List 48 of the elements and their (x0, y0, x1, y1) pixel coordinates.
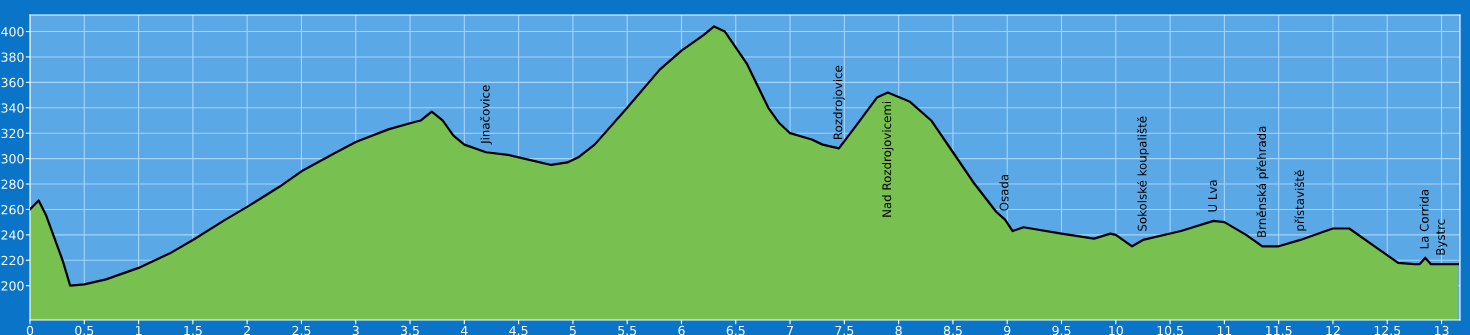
y-tick-label: 300 (1, 154, 24, 164)
annotation: Osada (999, 174, 1009, 211)
x-tick-label: 3.5 (401, 325, 419, 335)
x-tick-label: 6 (678, 325, 685, 335)
x-tick-label: 10 (1109, 325, 1123, 335)
x-tick-label: 8.5 (943, 325, 962, 335)
y-tick-label: 220 (1, 255, 24, 266)
annotation: U Lva (1208, 180, 1217, 212)
x-tick-label: 11 (1217, 325, 1232, 335)
x-tick-label: 11.5 (1266, 325, 1292, 335)
x-tick-label: 12 (1326, 325, 1340, 335)
y-tick-label: 200 (1, 281, 24, 291)
x-tick-label: 5.5 (618, 325, 637, 335)
x-tick-label: 1.5 (184, 325, 202, 335)
annotation: Jinačovice (480, 85, 492, 145)
y-tick-label: 360 (1, 77, 24, 88)
x-tick-label: 6.5 (726, 325, 745, 335)
y-tick-label: 240 (1, 230, 24, 240)
y-tick-label: 280 (1, 179, 24, 189)
x-tick-label: 7 (787, 325, 793, 335)
x-tick-label: 8 (895, 325, 902, 335)
x-tick-label: 1 (135, 325, 142, 335)
y-tick-label: 260 (1, 204, 24, 215)
x-tick-label: 12.5 (1374, 325, 1401, 335)
y-tick-label: 320 (1, 128, 24, 139)
annotation: Nad Rozdrojovicemi (882, 101, 894, 217)
x-tick-label: 7.5 (835, 325, 854, 335)
x-tick-label: 13 (1434, 325, 1449, 335)
x-tick-label: 2 (244, 325, 250, 335)
annotation: Brněnská přehrada (1256, 126, 1269, 237)
x-tick-label: 9.5 (1052, 325, 1071, 335)
x-tick-label: 0 (26, 325, 34, 335)
x-tick-label: 0.5 (75, 325, 94, 335)
x-tick-label: 2.5 (292, 325, 311, 335)
annotation: Rozdrojovice (833, 65, 845, 139)
x-tick-label: 9 (1004, 325, 1011, 335)
x-tick-label: 4.5 (509, 325, 528, 335)
x-tick-label: 10.5 (1157, 325, 1183, 335)
annotation: La Corrida (1419, 189, 1429, 249)
y-tick-label: 380 (1, 52, 24, 62)
y-tick-label: 400 (1, 26, 24, 37)
x-tick-label: 4 (460, 325, 468, 335)
x-tick-label: 3 (352, 325, 359, 335)
annotation: přístaviště (1294, 170, 1307, 231)
annotation: Bystrc (1436, 219, 1448, 255)
annotation: Sokolské koupaliště (1137, 116, 1149, 231)
x-tick-label: 5 (569, 325, 576, 335)
y-tick-label: 340 (1, 103, 24, 113)
